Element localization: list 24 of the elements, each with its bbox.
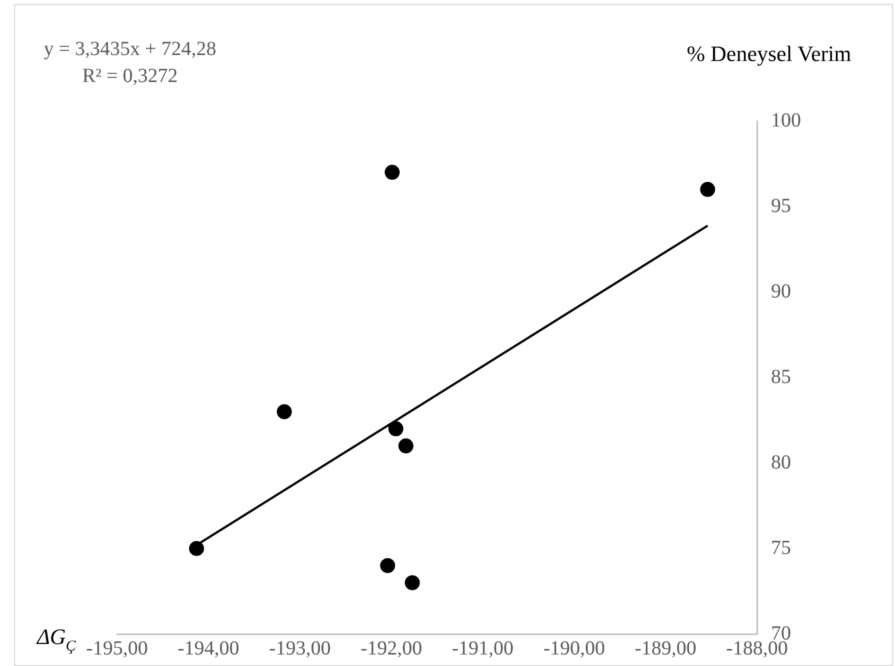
x-tick-label: -192,00 — [360, 637, 422, 660]
x-tick-label: -195,00 — [86, 637, 148, 660]
y-tick-label: 90 — [771, 280, 791, 302]
x-tick-label: -193,00 — [269, 637, 331, 660]
point — [380, 558, 396, 574]
point — [189, 541, 204, 556]
point — [404, 575, 420, 590]
x-tick-label: -191,00 — [452, 637, 514, 660]
y-tick-label: 80 — [771, 451, 791, 474]
point — [388, 421, 404, 436]
point — [384, 164, 400, 180]
point — [398, 438, 414, 454]
point — [276, 404, 292, 420]
y-tick-label: 85 — [771, 366, 791, 388]
y-axis-title: % Deneysel Verim — [686, 41, 852, 66]
text: R² = 0,3272 — [82, 65, 178, 87]
x-tick-label: -190,00 — [543, 637, 605, 660]
y-tick-label: 75 — [771, 536, 791, 559]
x-tick-label: -194,00 — [178, 637, 240, 660]
y-tick-label: 100 — [771, 109, 801, 132]
x-tick-label: -189,00 — [634, 637, 696, 660]
y-tick-label: 95 — [771, 194, 791, 217]
text: y = 3,3435x + 724,28 — [44, 38, 216, 60]
point — [700, 182, 716, 197]
